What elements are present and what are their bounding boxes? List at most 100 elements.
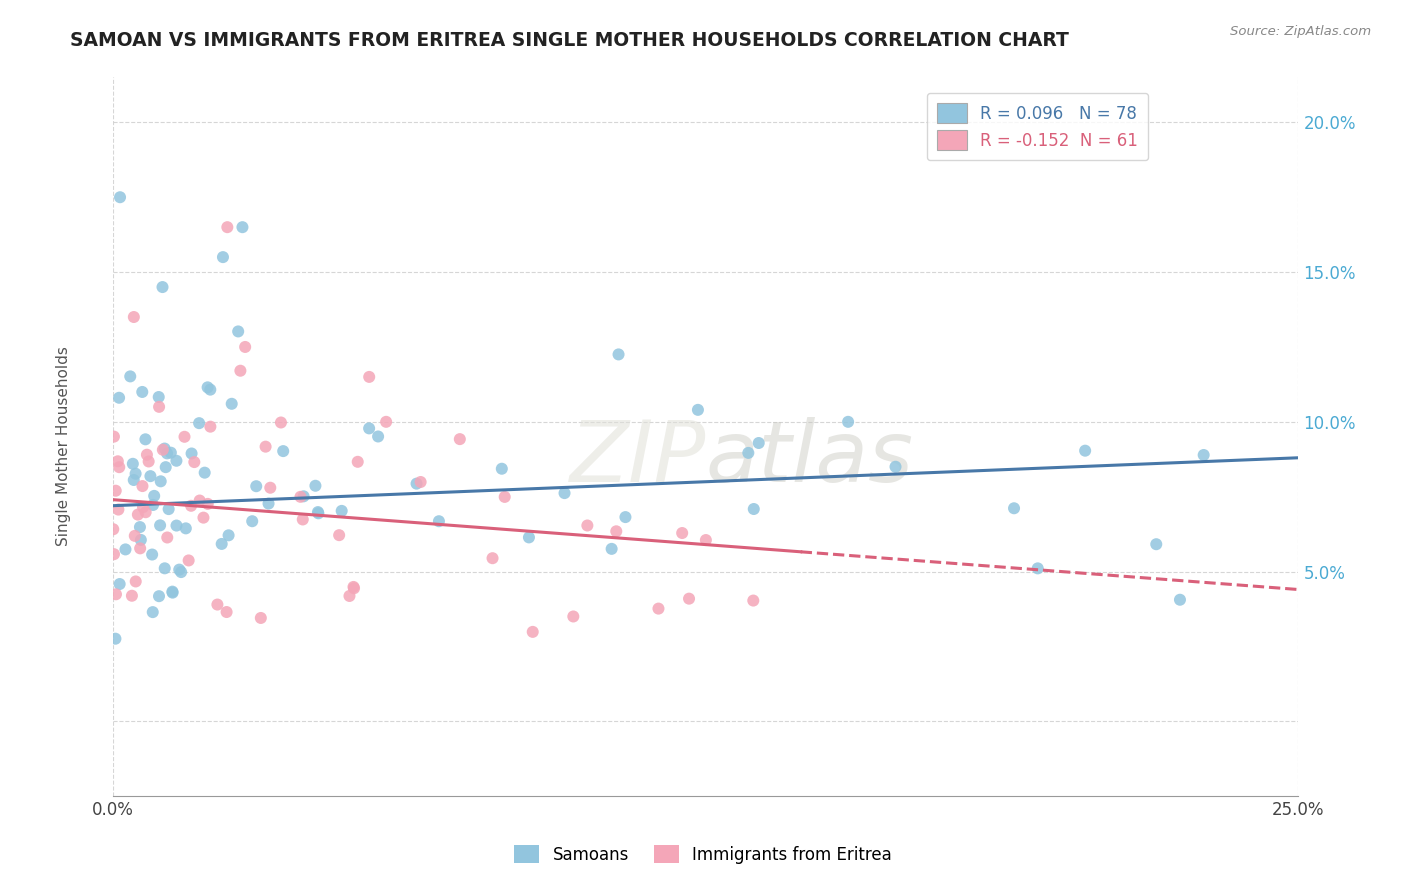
Point — [307, 505, 329, 519]
Point — [148, 589, 170, 603]
Point — [122, 310, 145, 324]
Point — [554, 486, 576, 500]
Text: Single Mother Households: Single Mother Households — [56, 346, 70, 546]
Point — [162, 585, 184, 599]
Point — [142, 605, 165, 619]
Point — [167, 563, 190, 577]
Point — [134, 433, 156, 447]
Point — [562, 609, 585, 624]
Point — [180, 499, 202, 513]
Point — [129, 533, 152, 547]
Point — [135, 448, 157, 462]
Point — [149, 518, 172, 533]
Point — [307, 506, 329, 520]
Point — [188, 416, 211, 430]
Point — [291, 512, 314, 526]
Point — [517, 530, 540, 544]
Point — [600, 541, 623, 556]
Point — [491, 461, 513, 475]
Point — [218, 528, 240, 542]
Point — [104, 587, 127, 601]
Point — [1192, 448, 1215, 462]
Point — [304, 479, 326, 493]
Point — [737, 446, 759, 460]
Point — [359, 370, 381, 384]
Point — [108, 391, 131, 405]
Point — [427, 514, 450, 528]
Point — [114, 542, 136, 557]
Point — [240, 514, 263, 528]
Point — [837, 415, 859, 429]
Point — [127, 508, 149, 522]
Point — [678, 591, 700, 606]
Point — [359, 421, 381, 435]
Point — [647, 601, 669, 615]
Point — [884, 459, 907, 474]
Point — [290, 490, 312, 504]
Point — [254, 440, 277, 454]
Point — [122, 473, 145, 487]
Point — [375, 415, 398, 429]
Point — [108, 190, 131, 204]
Point — [576, 518, 599, 533]
Point — [131, 479, 153, 493]
Point — [104, 632, 127, 646]
Point — [686, 402, 709, 417]
Point — [229, 364, 252, 378]
Point — [120, 369, 142, 384]
Point — [180, 446, 202, 460]
Point — [149, 475, 172, 489]
Point — [1026, 561, 1049, 575]
Point — [221, 397, 243, 411]
Point — [157, 502, 180, 516]
Point — [107, 502, 129, 516]
Point — [193, 510, 215, 524]
Point — [215, 605, 238, 619]
Text: ZIP: ZIP — [569, 417, 706, 500]
Point — [148, 400, 170, 414]
Point — [156, 531, 179, 545]
Point — [148, 390, 170, 404]
Point — [162, 584, 184, 599]
Point — [121, 589, 143, 603]
Point — [194, 466, 217, 480]
Point — [405, 476, 427, 491]
Point — [183, 455, 205, 469]
Point — [346, 455, 368, 469]
Point — [1168, 592, 1191, 607]
Point — [160, 446, 183, 460]
Point — [250, 611, 273, 625]
Point — [522, 624, 544, 639]
Text: atlas: atlas — [706, 417, 914, 500]
Point — [1144, 537, 1167, 551]
Point — [742, 593, 765, 607]
Point — [107, 454, 129, 468]
Point — [614, 510, 637, 524]
Point — [245, 479, 267, 493]
Point — [231, 220, 253, 235]
Point — [342, 580, 364, 594]
Point — [671, 526, 693, 541]
Point — [212, 250, 235, 264]
Point — [103, 522, 125, 536]
Point — [197, 380, 219, 394]
Point — [343, 581, 366, 595]
Point — [233, 340, 256, 354]
Point — [139, 469, 162, 483]
Point — [481, 551, 503, 566]
Point — [200, 419, 222, 434]
Point — [124, 529, 146, 543]
Point — [152, 442, 174, 457]
Point — [177, 553, 200, 567]
Point — [211, 537, 233, 551]
Point — [165, 454, 187, 468]
Point — [409, 475, 432, 489]
Point — [108, 577, 131, 591]
Point — [188, 493, 211, 508]
Point — [141, 548, 163, 562]
Point — [328, 528, 350, 542]
Point — [103, 429, 125, 443]
Point — [152, 280, 174, 294]
Point — [494, 490, 516, 504]
Point — [166, 518, 188, 533]
